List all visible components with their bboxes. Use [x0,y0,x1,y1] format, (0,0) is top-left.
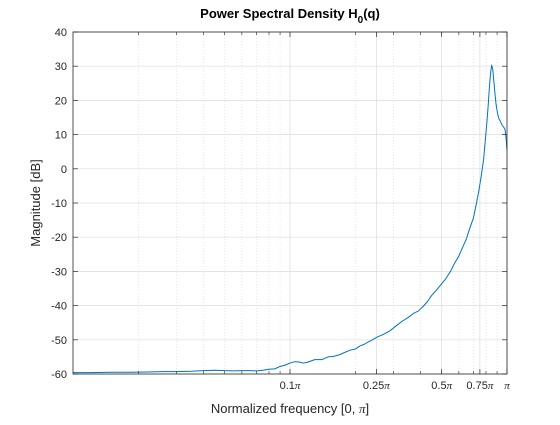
y-tick-label: 20 [55,95,67,107]
data-layer [73,64,508,374]
tick-labels: 0.1π 0.25π 0.5π 0.75π π -60 -50 -40 -30 -20 -10 0 10… [51,27,510,392]
x-tick-label: 0.75π [466,380,493,392]
x-axis-label: Normalized frequency [0, π] [211,401,369,416]
y-tick-label: 40 [55,27,67,39]
y-tick-label: -40 [51,301,67,313]
x-tick-label: 0.5π [431,380,452,392]
chart-title: Power Spectral Density H0(q) [200,6,380,26]
y-tick-label: 10 [55,130,67,142]
x-tick-label: 0.1π [280,380,301,392]
y-axis-label: Magnitude [dB] [28,159,43,246]
y-tick-label: -20 [51,232,67,244]
psd-series-line [73,64,508,374]
y-tick-label: 0 [61,164,67,176]
ticks [73,31,508,375]
x-tick-label: π [504,380,510,392]
y-tick-label: -60 [51,369,67,381]
y-tick-label: 30 [55,61,67,73]
x-tick-label: 0.25π [363,380,390,392]
y-tick-label: -10 [51,198,67,210]
y-tick-label: -50 [51,335,67,347]
title-subscript: 0 [358,15,364,26]
y-tick-label: -30 [51,266,67,278]
